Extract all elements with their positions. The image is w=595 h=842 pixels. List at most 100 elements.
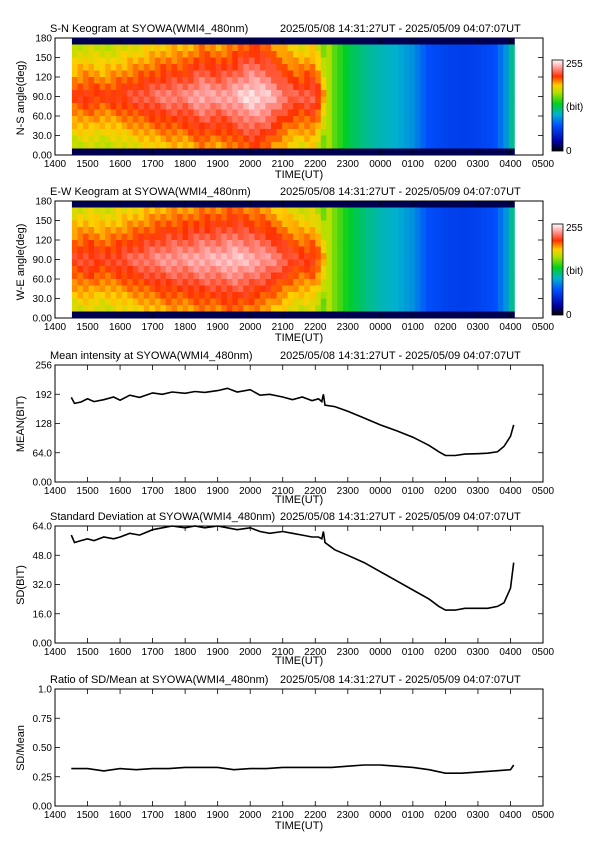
ew-keogram-cell xyxy=(309,207,316,215)
sn-keogram-cell xyxy=(403,64,410,71)
sn-keogram-cell xyxy=(508,142,515,149)
ew-keogram-cell xyxy=(403,279,410,286)
sn-keogram-cell xyxy=(331,57,338,65)
sn-keogram-title: S-N Keogram at SYOWA(WMI4_480nm) xyxy=(50,23,248,35)
ew-keogram-cell xyxy=(171,305,178,312)
ew-keogram-cell xyxy=(265,253,272,260)
sn-keogram-cell xyxy=(77,38,84,45)
sn-keogram-cell xyxy=(376,77,383,84)
sn-keogram-cell xyxy=(376,57,383,65)
sn-keogram-cell xyxy=(304,57,311,65)
ew-keogram-cell xyxy=(431,305,438,312)
sn-keogram-cell xyxy=(392,103,399,110)
sn-keogram-cell xyxy=(398,70,405,78)
sn-keogram-cell xyxy=(442,83,449,91)
sn-keogram-cell xyxy=(82,142,89,149)
ew-keogram-cell xyxy=(425,298,432,306)
sn-keogram-cell xyxy=(165,77,172,84)
ew-keogram-cell xyxy=(121,305,128,312)
sn-keogram-cell xyxy=(497,135,504,143)
sn-keogram-cell xyxy=(315,70,322,78)
sn-keogram-cell xyxy=(171,103,178,110)
ew-keogram-cell xyxy=(121,220,128,228)
sn-keogram-cell xyxy=(348,142,355,149)
ew-keogram-cell xyxy=(210,292,217,299)
ew-keogram-cell xyxy=(276,266,283,273)
sn-keogram-cell xyxy=(127,109,134,117)
ew-keogram-cell xyxy=(160,214,167,221)
ew-keogram-cell xyxy=(243,214,250,221)
ew-keogram-cell xyxy=(82,266,89,273)
ew-keogram-cell xyxy=(453,305,460,312)
sn-keogram-cell xyxy=(503,70,510,78)
ew-keogram-cell xyxy=(353,240,360,247)
ew-keogram-cell xyxy=(110,298,117,306)
sn-keogram-cell xyxy=(271,77,277,84)
sn-keogram-cell xyxy=(459,70,465,78)
ew-x-tick-label: 1400 xyxy=(44,322,67,333)
ew-keogram-cell xyxy=(293,214,300,221)
ew-keogram-cell xyxy=(442,214,449,221)
sn-keogram-cell xyxy=(210,83,217,91)
ew-keogram-cell xyxy=(276,259,283,267)
ew-keogram-cell xyxy=(204,272,211,280)
ew-keogram-cell xyxy=(459,292,465,299)
sn-keogram-cell xyxy=(210,44,217,52)
sn-keogram-cell xyxy=(492,116,499,123)
sn-keogram-cell xyxy=(276,57,283,65)
sn-keogram-cell xyxy=(177,142,183,149)
ew-keogram-cell xyxy=(365,292,371,299)
sn-keogram-cell xyxy=(221,83,228,91)
sn-keogram-cell xyxy=(221,122,228,130)
sn-keogram-cell xyxy=(453,109,460,117)
sd-x-tick-label: 0300 xyxy=(467,647,490,658)
ew-keogram-cell xyxy=(215,266,222,273)
sn-keogram-cell xyxy=(370,77,377,84)
sn-keogram-cell xyxy=(165,38,172,45)
sn-colorbar-max: 255 xyxy=(566,59,583,70)
sn-keogram-cell xyxy=(392,142,399,149)
sn-keogram-cell xyxy=(88,38,95,45)
sn-keogram-cell xyxy=(403,96,410,104)
ew-keogram-cell xyxy=(304,298,311,306)
sn-keogram-cell xyxy=(116,38,123,45)
sn-keogram-cell xyxy=(232,116,239,123)
ew-keogram-cell xyxy=(276,311,283,319)
ew-keogram-cell xyxy=(353,259,360,267)
ew-keogram-cell xyxy=(165,259,172,267)
ew-keogram-cell xyxy=(403,240,410,247)
sd-x-tick-label: 2200 xyxy=(304,647,327,658)
sn-keogram-cell xyxy=(82,51,89,58)
ew-keogram-cell xyxy=(370,214,377,221)
ew-keogram-cell xyxy=(232,246,239,254)
sn-keogram-cell xyxy=(414,44,421,52)
ew-keogram-cell xyxy=(138,240,145,247)
ew-keogram-cell xyxy=(414,292,421,299)
ew-keogram-cell xyxy=(116,207,123,215)
ew-keogram-cell xyxy=(309,201,316,208)
sn-keogram-cell xyxy=(403,109,410,117)
sn-keogram-cell xyxy=(282,109,289,117)
sn-keogram-cell xyxy=(448,77,454,84)
sn-keogram-cell xyxy=(265,83,272,91)
sn-keogram-cell xyxy=(486,103,493,110)
ew-keogram-cell xyxy=(271,233,277,241)
ew-keogram-cell xyxy=(199,207,206,215)
ew-keogram-cell xyxy=(237,311,244,319)
ew-keogram-cell xyxy=(243,201,250,208)
sn-keogram-cell xyxy=(486,64,493,71)
sn-keogram-cell xyxy=(154,96,161,104)
ew-keogram-cell xyxy=(436,253,443,260)
ew-keogram-cell xyxy=(165,240,172,247)
ew-keogram-cell xyxy=(315,285,322,293)
ew-keogram-cell xyxy=(88,285,95,293)
ew-keogram-cell xyxy=(365,259,371,267)
ew-keogram-cell xyxy=(425,214,432,221)
sn-keogram-cell xyxy=(265,129,272,136)
sn-keogram-cell xyxy=(431,129,438,136)
sn-keogram-cell xyxy=(470,70,477,78)
sn-keogram-cell xyxy=(365,44,371,52)
sn-keogram-cell xyxy=(398,148,405,156)
ew-keogram-cell xyxy=(226,220,233,228)
ew-keogram-cell xyxy=(177,259,183,267)
